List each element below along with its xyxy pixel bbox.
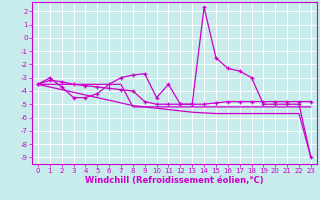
X-axis label: Windchill (Refroidissement éolien,°C): Windchill (Refroidissement éolien,°C) (85, 176, 264, 185)
